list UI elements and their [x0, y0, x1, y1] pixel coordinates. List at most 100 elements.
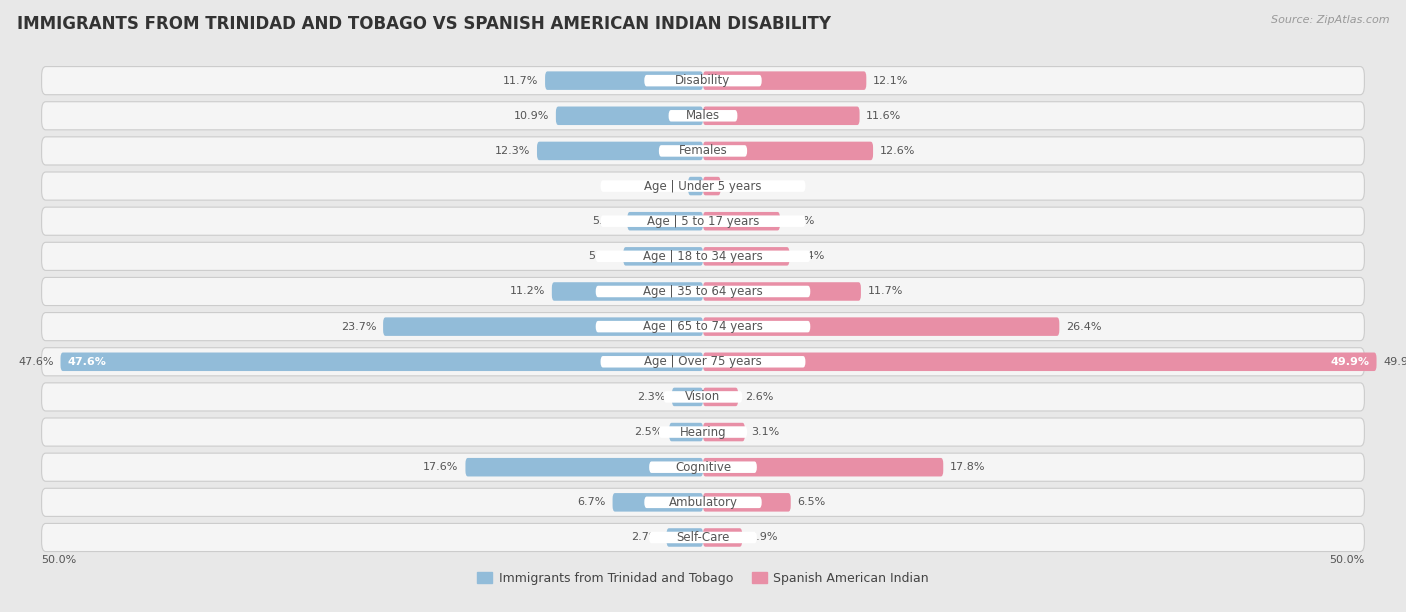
Text: 17.8%: 17.8% — [950, 462, 986, 472]
Text: 2.6%: 2.6% — [745, 392, 773, 402]
Text: Age | Under 5 years: Age | Under 5 years — [644, 179, 762, 193]
Text: 23.7%: 23.7% — [340, 322, 377, 332]
FancyBboxPatch shape — [644, 496, 762, 508]
Text: 6.7%: 6.7% — [578, 498, 606, 507]
FancyBboxPatch shape — [551, 282, 703, 300]
FancyBboxPatch shape — [596, 286, 810, 297]
FancyBboxPatch shape — [650, 532, 756, 543]
FancyBboxPatch shape — [703, 72, 866, 90]
FancyBboxPatch shape — [42, 523, 1364, 551]
FancyBboxPatch shape — [596, 250, 810, 262]
FancyBboxPatch shape — [664, 391, 742, 403]
Text: Cognitive: Cognitive — [675, 461, 731, 474]
Text: 11.2%: 11.2% — [510, 286, 546, 296]
FancyBboxPatch shape — [42, 418, 1364, 446]
Text: Source: ZipAtlas.com: Source: ZipAtlas.com — [1271, 15, 1389, 25]
Text: 3.1%: 3.1% — [752, 427, 780, 437]
FancyBboxPatch shape — [42, 348, 1364, 376]
FancyBboxPatch shape — [703, 177, 720, 195]
Text: 11.6%: 11.6% — [866, 111, 901, 121]
FancyBboxPatch shape — [659, 427, 747, 438]
Text: Age | 5 to 17 years: Age | 5 to 17 years — [647, 215, 759, 228]
Text: 47.6%: 47.6% — [18, 357, 53, 367]
Text: 1.1%: 1.1% — [654, 181, 682, 191]
FancyBboxPatch shape — [42, 102, 1364, 130]
FancyBboxPatch shape — [42, 137, 1364, 165]
Text: 12.3%: 12.3% — [495, 146, 530, 156]
FancyBboxPatch shape — [42, 313, 1364, 341]
FancyBboxPatch shape — [703, 387, 738, 406]
FancyBboxPatch shape — [703, 247, 789, 266]
FancyBboxPatch shape — [703, 423, 745, 441]
Text: Disability: Disability — [675, 74, 731, 87]
Text: 10.9%: 10.9% — [513, 111, 550, 121]
FancyBboxPatch shape — [42, 67, 1364, 95]
FancyBboxPatch shape — [703, 106, 859, 125]
Text: 5.6%: 5.6% — [592, 216, 620, 226]
FancyBboxPatch shape — [600, 181, 806, 192]
Text: Age | 35 to 64 years: Age | 35 to 64 years — [643, 285, 763, 298]
Text: Vision: Vision — [685, 390, 721, 403]
Text: 11.7%: 11.7% — [868, 286, 903, 296]
FancyBboxPatch shape — [650, 461, 756, 473]
Text: Ambulatory: Ambulatory — [668, 496, 738, 509]
FancyBboxPatch shape — [669, 423, 703, 441]
Text: IMMIGRANTS FROM TRINIDAD AND TOBAGO VS SPANISH AMERICAN INDIAN DISABILITY: IMMIGRANTS FROM TRINIDAD AND TOBAGO VS S… — [17, 15, 831, 33]
FancyBboxPatch shape — [672, 387, 703, 406]
Text: 2.3%: 2.3% — [637, 392, 665, 402]
FancyBboxPatch shape — [703, 353, 1376, 371]
FancyBboxPatch shape — [42, 172, 1364, 200]
FancyBboxPatch shape — [703, 141, 873, 160]
Text: 5.9%: 5.9% — [588, 252, 617, 261]
FancyBboxPatch shape — [382, 318, 703, 336]
FancyBboxPatch shape — [703, 318, 1059, 336]
FancyBboxPatch shape — [546, 72, 703, 90]
FancyBboxPatch shape — [703, 493, 790, 512]
Text: 49.9%: 49.9% — [1331, 357, 1369, 367]
FancyBboxPatch shape — [42, 383, 1364, 411]
Text: 50.0%: 50.0% — [1329, 555, 1364, 565]
Text: 11.7%: 11.7% — [503, 76, 538, 86]
Text: 47.6%: 47.6% — [67, 357, 105, 367]
FancyBboxPatch shape — [42, 242, 1364, 271]
Text: Age | 65 to 74 years: Age | 65 to 74 years — [643, 320, 763, 333]
FancyBboxPatch shape — [42, 488, 1364, 517]
Text: 5.7%: 5.7% — [787, 216, 815, 226]
Text: Self-Care: Self-Care — [676, 531, 730, 544]
Text: 26.4%: 26.4% — [1066, 322, 1101, 332]
Text: 2.5%: 2.5% — [634, 427, 662, 437]
Text: 2.7%: 2.7% — [631, 532, 659, 542]
Legend: Immigrants from Trinidad and Tobago, Spanish American Indian: Immigrants from Trinidad and Tobago, Spa… — [475, 569, 931, 588]
Text: 6.4%: 6.4% — [796, 252, 824, 261]
Text: 12.1%: 12.1% — [873, 76, 908, 86]
FancyBboxPatch shape — [596, 321, 810, 332]
Text: 2.9%: 2.9% — [749, 532, 778, 542]
Text: Age | Over 75 years: Age | Over 75 years — [644, 356, 762, 368]
FancyBboxPatch shape — [669, 110, 737, 122]
FancyBboxPatch shape — [600, 356, 806, 368]
Text: Hearing: Hearing — [679, 425, 727, 439]
FancyBboxPatch shape — [703, 528, 742, 547]
FancyBboxPatch shape — [613, 493, 703, 512]
FancyBboxPatch shape — [703, 282, 860, 300]
FancyBboxPatch shape — [42, 453, 1364, 481]
Text: Females: Females — [679, 144, 727, 157]
Text: 12.6%: 12.6% — [880, 146, 915, 156]
Text: Males: Males — [686, 110, 720, 122]
FancyBboxPatch shape — [627, 212, 703, 231]
FancyBboxPatch shape — [666, 528, 703, 547]
Text: 49.9%: 49.9% — [1384, 357, 1406, 367]
FancyBboxPatch shape — [600, 215, 806, 227]
Text: 50.0%: 50.0% — [42, 555, 77, 565]
FancyBboxPatch shape — [537, 141, 703, 160]
Text: 6.5%: 6.5% — [797, 498, 825, 507]
FancyBboxPatch shape — [42, 277, 1364, 305]
FancyBboxPatch shape — [555, 106, 703, 125]
Text: Age | 18 to 34 years: Age | 18 to 34 years — [643, 250, 763, 263]
FancyBboxPatch shape — [659, 145, 747, 157]
Text: 17.6%: 17.6% — [423, 462, 458, 472]
FancyBboxPatch shape — [60, 353, 703, 371]
FancyBboxPatch shape — [623, 247, 703, 266]
FancyBboxPatch shape — [703, 458, 943, 477]
FancyBboxPatch shape — [688, 177, 703, 195]
